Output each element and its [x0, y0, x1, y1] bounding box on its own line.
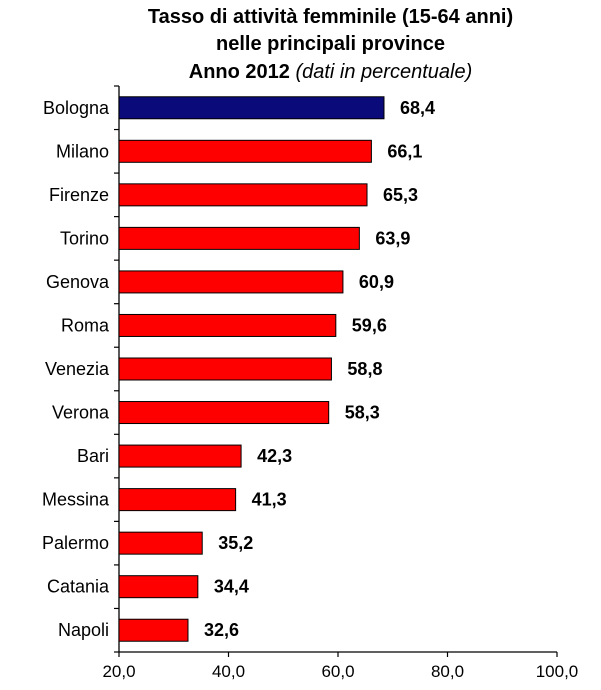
x-tick-label: 40,0 — [212, 662, 245, 681]
data-label: 59,6 — [352, 315, 387, 335]
category-label: Napoli — [58, 620, 109, 640]
category-label: Roma — [61, 315, 110, 335]
data-label: 35,2 — [218, 533, 253, 553]
x-tick-label: 20,0 — [102, 662, 135, 681]
category-label: Firenze — [49, 185, 109, 205]
bar — [118, 96, 385, 120]
category-label: Verona — [52, 403, 110, 423]
x-tick-label: 100,0 — [536, 662, 579, 681]
category-label: Messina — [42, 490, 110, 510]
bar — [118, 618, 189, 642]
bar — [118, 183, 368, 207]
category-label: Catania — [47, 577, 110, 597]
category-label: Palermo — [42, 533, 109, 553]
chart-title-year: Anno 2012 — [188, 61, 290, 83]
bar — [118, 226, 360, 250]
bar — [118, 575, 199, 599]
bar — [118, 313, 337, 337]
chart-title-line-1: Tasso di attività femminile (15-64 anni) — [147, 6, 514, 28]
category-label: Milano — [56, 141, 109, 161]
data-label: 34,4 — [214, 577, 249, 597]
category-label: Venezia — [45, 359, 110, 379]
data-label: 60,9 — [359, 272, 394, 292]
bar — [118, 270, 344, 294]
data-label: 63,9 — [375, 228, 410, 248]
category-label: Genova — [46, 272, 110, 292]
data-label: 65,3 — [383, 185, 418, 205]
x-tick-label: 60,0 — [321, 662, 354, 681]
chart-subtitle: (dati in percentuale) — [295, 61, 473, 83]
bar — [118, 488, 237, 512]
data-label: 66,1 — [387, 141, 422, 161]
data-label: 42,3 — [257, 446, 292, 466]
x-tick-label: 80,0 — [431, 662, 464, 681]
category-label: Bari — [77, 446, 109, 466]
bar — [118, 401, 330, 425]
bar — [118, 357, 332, 381]
bar — [118, 139, 372, 163]
category-label: Torino — [60, 228, 109, 248]
chart-title-line-2: nelle principali province — [216, 33, 445, 55]
chart-title-line-3: Anno 2012 (dati in percentuale) — [30, 59, 601, 85]
data-label: 41,3 — [252, 490, 287, 510]
bar — [118, 444, 242, 468]
bar — [118, 531, 203, 555]
category-label: Bologna — [43, 98, 110, 118]
data-label: 58,8 — [347, 359, 382, 379]
data-label: 58,3 — [345, 403, 380, 423]
data-label: 32,6 — [204, 620, 239, 640]
data-label: 68,4 — [400, 98, 435, 118]
